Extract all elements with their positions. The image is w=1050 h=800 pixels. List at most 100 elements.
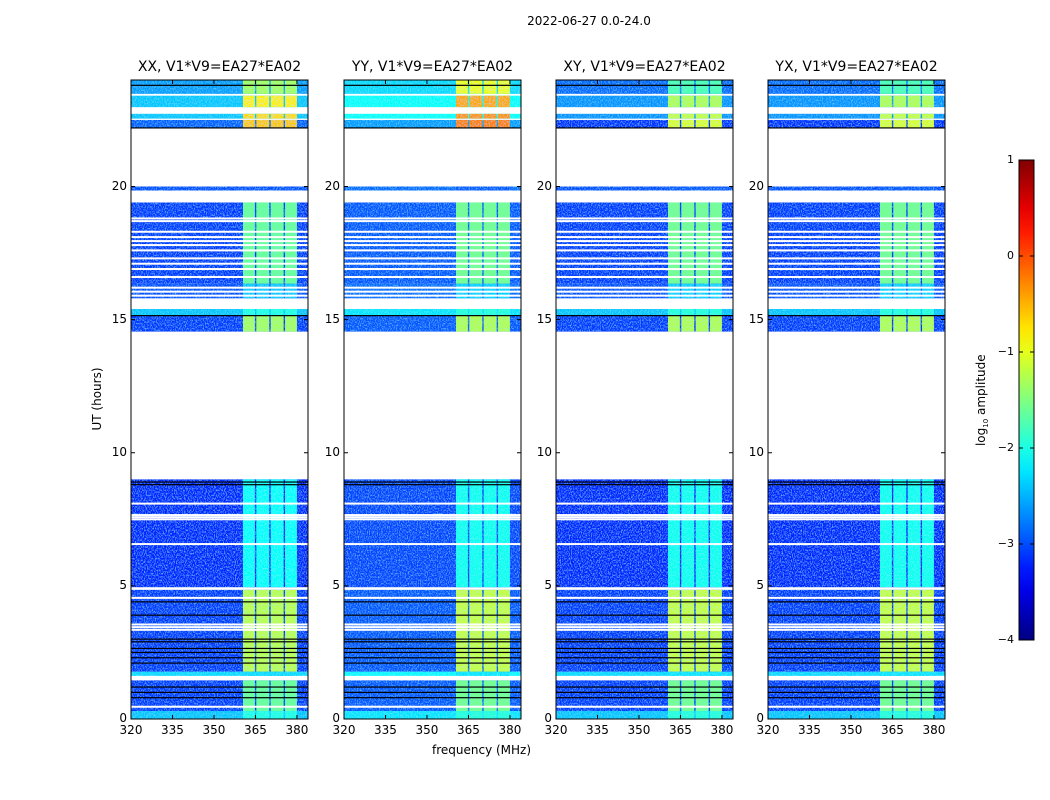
dark-row bbox=[344, 651, 521, 654]
bright-channel-cell bbox=[880, 308, 892, 316]
bright-channel-cell bbox=[256, 80, 270, 94]
y-tick-label: 5 bbox=[119, 577, 127, 592]
y-tick-label: 20 bbox=[324, 178, 340, 193]
dark-row bbox=[131, 691, 308, 693]
bright-channel-cell bbox=[695, 479, 709, 588]
bright-channel-cell bbox=[695, 186, 709, 191]
bright-channel-cell bbox=[668, 711, 680, 719]
dark-row bbox=[131, 614, 308, 616]
bright-channel-cell bbox=[907, 308, 921, 316]
dark-row bbox=[768, 315, 945, 317]
bright-channel-cell bbox=[922, 95, 934, 108]
dark-row bbox=[131, 647, 308, 650]
dark-row bbox=[556, 686, 733, 688]
flagged-row bbox=[556, 236, 733, 239]
dark-row bbox=[131, 481, 308, 483]
dark-row bbox=[131, 686, 308, 688]
flagged-row bbox=[768, 294, 945, 297]
bright-channel-cell bbox=[880, 95, 892, 108]
flagged-row bbox=[768, 543, 945, 546]
bright-channel-cell bbox=[483, 308, 497, 316]
flagged-row bbox=[131, 220, 308, 223]
x-tick-label: 350 bbox=[202, 723, 226, 737]
flagged-row bbox=[344, 244, 521, 247]
bright-channel-cell bbox=[270, 202, 284, 284]
flagged-row bbox=[768, 230, 945, 233]
bright-channel-cell bbox=[695, 711, 709, 719]
bright-channel-cell bbox=[243, 680, 255, 712]
bright-channel-cell bbox=[456, 119, 468, 128]
flagged-row bbox=[556, 623, 733, 626]
axes-frame bbox=[343, 79, 522, 720]
bright-channel-cell bbox=[469, 315, 483, 332]
segment-band bbox=[344, 95, 521, 108]
dark-row bbox=[556, 127, 733, 129]
bright-channel-cell bbox=[907, 119, 921, 128]
segment-band bbox=[768, 711, 945, 719]
flagged-row bbox=[131, 286, 308, 289]
flagged-row bbox=[556, 244, 733, 247]
flagged-row bbox=[344, 623, 521, 626]
heatmap-panel bbox=[767, 79, 946, 720]
flagged-row bbox=[344, 257, 521, 260]
flagged-row bbox=[131, 249, 308, 252]
colorbar-tick-label: −1 bbox=[997, 345, 1014, 358]
x-tick-label: 365 bbox=[244, 723, 267, 737]
colorbar-label: log10 amplitude bbox=[973, 354, 991, 447]
colorbar-tick-label: 1 bbox=[1007, 153, 1014, 166]
bright-channel-cell bbox=[498, 186, 510, 191]
bright-channel-cell bbox=[483, 113, 497, 119]
bright-channel-cell bbox=[880, 315, 892, 332]
flagged-row bbox=[131, 623, 308, 626]
bright-channel-cell bbox=[893, 113, 907, 119]
panel-title: YX, V1*V9=EA27*EA02 bbox=[775, 59, 938, 75]
segment-band bbox=[344, 119, 521, 128]
flagged-row bbox=[131, 596, 308, 599]
flagged-row bbox=[131, 262, 308, 265]
x-tick-label: 350 bbox=[627, 723, 651, 737]
bright-channel-cell bbox=[695, 80, 709, 94]
bright-channel-cell bbox=[681, 680, 695, 712]
bright-channel-cell bbox=[270, 479, 284, 588]
flagged-row bbox=[768, 220, 945, 223]
bright-channel-cell bbox=[270, 113, 284, 119]
bright-channel-cell bbox=[681, 202, 695, 284]
bright-channel-cell bbox=[270, 119, 284, 128]
heatmap-panel bbox=[555, 79, 734, 720]
bright-channel-cell bbox=[243, 202, 255, 284]
x-tick-label: 365 bbox=[881, 723, 904, 737]
y-tick-label: 0 bbox=[544, 711, 552, 725]
flagged-row bbox=[768, 236, 945, 239]
bright-channel-cell bbox=[285, 119, 297, 128]
bright-channel-cell bbox=[285, 80, 297, 94]
bright-channel-cell bbox=[668, 202, 680, 284]
dark-row bbox=[131, 651, 308, 654]
flagged-row bbox=[556, 230, 733, 233]
flagged-row bbox=[768, 286, 945, 289]
bright-channel-cell bbox=[243, 95, 255, 108]
heatmap-panel bbox=[343, 79, 522, 720]
bright-channel-cell bbox=[285, 186, 297, 191]
bright-channel-cell bbox=[483, 119, 497, 128]
bright-channel-cell bbox=[695, 680, 709, 712]
axes-frame bbox=[767, 79, 946, 720]
bright-channel-cell bbox=[893, 711, 907, 719]
bright-channel-cell bbox=[893, 479, 907, 588]
flagged-row bbox=[344, 217, 521, 220]
dark-row bbox=[556, 647, 733, 650]
flagged-row bbox=[768, 257, 945, 260]
dark-row bbox=[344, 127, 521, 129]
y-tick-label: 20 bbox=[536, 178, 552, 193]
flagged-row bbox=[556, 240, 733, 243]
bright-channel-cell bbox=[893, 680, 907, 712]
y-tick-label: 15 bbox=[111, 311, 127, 326]
bright-channel-cell bbox=[256, 113, 270, 119]
bright-channel-cell bbox=[893, 202, 907, 284]
flagged-row bbox=[768, 705, 945, 708]
bright-channel-cell bbox=[880, 186, 892, 191]
flagged-row bbox=[768, 596, 945, 599]
bright-channel-cell bbox=[469, 95, 483, 108]
bright-channel-cell bbox=[256, 186, 270, 191]
bright-channel-cell bbox=[681, 671, 695, 676]
bright-channel-cell bbox=[922, 680, 934, 712]
